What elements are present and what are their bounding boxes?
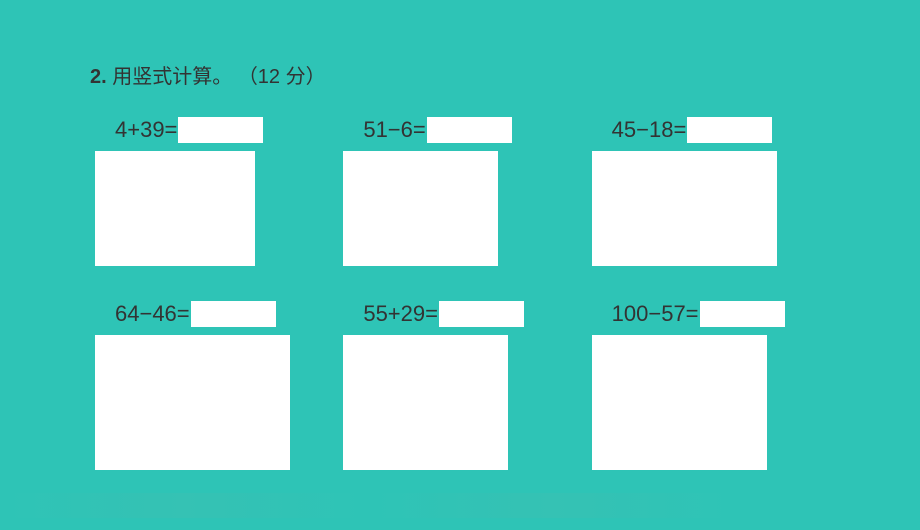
equation-row: 100−57= [612,301,830,327]
equation-row: 4+39= [115,117,333,143]
title-points: （12 分） [238,66,326,88]
work-area [95,335,290,470]
problem-item: 55+29= [363,301,581,470]
equation-row: 51−6= [363,117,581,143]
equation-row: 64−46= [115,301,333,327]
answer-box [191,301,276,327]
work-area [343,151,498,266]
problem-item: 4+39= [115,117,333,266]
work-area [343,335,508,470]
work-area [95,151,255,266]
section-title: 2. 用竖式计算。 （12 分） [90,60,830,89]
answer-box [427,117,512,143]
answer-box [178,117,263,143]
work-area [592,335,767,470]
equation-text: 64−46= [115,301,190,327]
equation-row: 45−18= [612,117,830,143]
problem-item: 51−6= [363,117,581,266]
bottom-decoration [0,493,920,518]
equation-text: 51−6= [363,117,425,143]
answer-box [439,301,524,327]
work-area [592,151,777,266]
title-number: 2. [90,66,107,88]
equation-text: 55+29= [363,301,438,327]
answer-box [700,301,785,327]
equation-text: 4+39= [115,117,177,143]
problem-item: 64−46= [115,301,333,470]
title-text: 用竖式计算。 [112,66,232,88]
equation-text: 100−57= [612,301,699,327]
answer-box [687,117,772,143]
problem-grid: 4+39= 51−6= 45−18= 64−46= [90,117,830,470]
equation-row: 55+29= [363,301,581,327]
equation-text: 45−18= [612,117,687,143]
problem-item: 45−18= [612,117,830,266]
problem-item: 100−57= [612,301,830,470]
